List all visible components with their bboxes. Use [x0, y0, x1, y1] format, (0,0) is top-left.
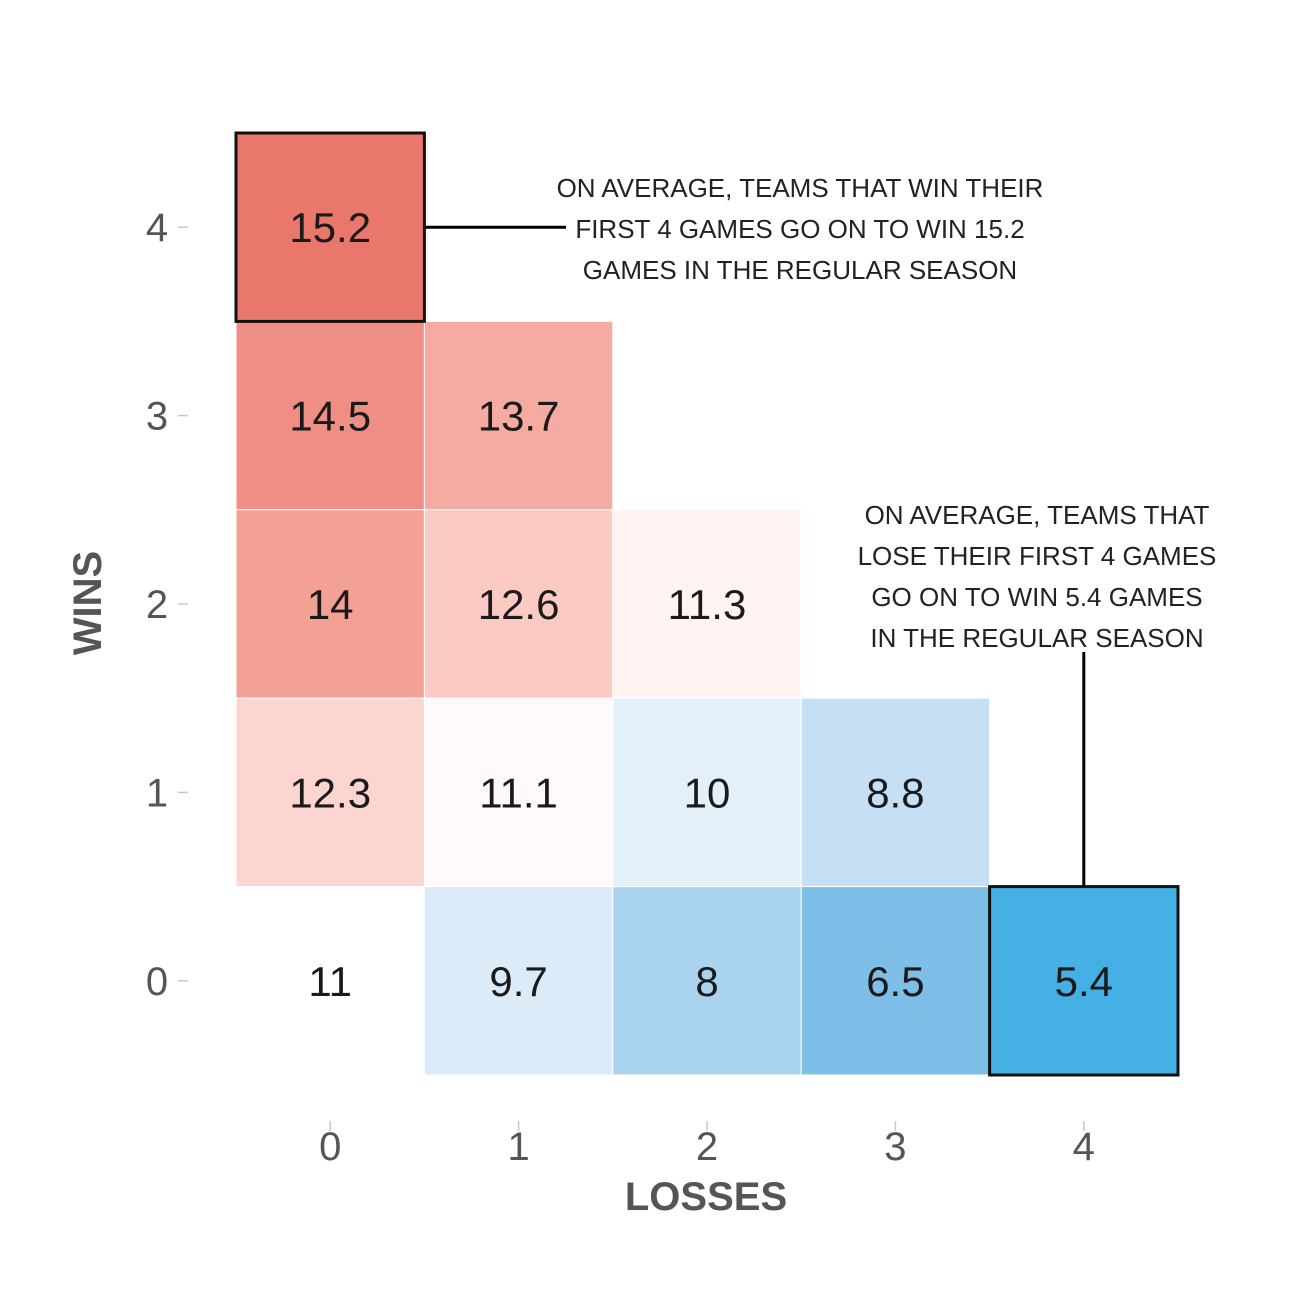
- cell-value-label: 5.4: [1055, 958, 1113, 1005]
- y-tick-label: 4: [146, 206, 168, 250]
- axis-ticks: 0 1 2 3 4 0 1 2 3 4: [146, 206, 1095, 1169]
- annotation-text-line: ON AVERAGE, TEAMS THAT WIN THEIR: [557, 173, 1044, 203]
- cell-value-label: 11.3: [668, 581, 747, 628]
- cell-value-label: 14: [307, 581, 354, 628]
- heatmap-cell: [235, 320, 425, 511]
- x-tick-label: 3: [884, 1125, 906, 1169]
- annotation-text-line: GAMES IN THE REGULAR SEASON: [583, 255, 1017, 285]
- x-tick-label: 1: [507, 1125, 529, 1169]
- heatmap-cell: [800, 697, 991, 888]
- cell-value-label: 8.8: [866, 769, 924, 816]
- cell-value-label: 10: [684, 769, 731, 816]
- heatmap-cell: [235, 509, 425, 699]
- annotations: ON AVERAGE, TEAMS THAT WIN THEIR FIRST 4 …: [424, 173, 1216, 887]
- annotation-text-line: LOSE THEIR FIRST 4 GAMES: [858, 541, 1217, 571]
- annotation-text-line: GO ON TO WIN 5.4 GAMES: [871, 582, 1202, 612]
- heatmap-cell: [612, 886, 802, 1076]
- cell-value-label: 12.6: [478, 581, 560, 628]
- cell-value-label: 8: [695, 958, 718, 1005]
- heatmap-cells: 15.2 14.5 13.7 14 12.6 11.3 12.3 11.1 10 8.8 11 9.7…: [234, 131, 1180, 1077]
- cell-value-label: 12.3: [289, 769, 371, 816]
- cell-value-label: 13.7: [478, 393, 560, 440]
- annotation-text-line: ON AVERAGE, TEAMS THAT: [865, 500, 1210, 530]
- heatmap-cell: [612, 509, 802, 699]
- cell-value-label: 6.5: [866, 958, 924, 1005]
- y-tick-label: 0: [146, 960, 168, 1004]
- heatmap-cell: [423, 886, 614, 1076]
- heatmap-cell: [989, 886, 1179, 1076]
- heatmap-cell: [235, 697, 425, 888]
- cell-value-label: 9.7: [489, 958, 547, 1005]
- annotation-text-line: FIRST 4 GAMES GO ON TO WIN 15.2: [575, 214, 1024, 244]
- x-tick-label: 2: [696, 1125, 718, 1169]
- heatmap-cell: [423, 320, 614, 511]
- x-tick-label: 4: [1073, 1125, 1095, 1169]
- cell-value-label: 11: [308, 958, 352, 1005]
- heatmap-cell: [423, 697, 614, 888]
- cell-value-label: 15.2: [289, 204, 371, 251]
- y-tick-label: 3: [146, 395, 168, 439]
- annotation-text-line: IN THE REGULAR SEASON: [870, 623, 1203, 653]
- y-tick-label: 2: [146, 583, 168, 627]
- heatmap-cell: [235, 132, 425, 322]
- heatmap-cell: [423, 509, 614, 699]
- cell-value-label: 14.5: [289, 393, 371, 440]
- x-axis-title: LOSSES: [625, 1175, 787, 1219]
- y-tick-label: 1: [146, 771, 168, 815]
- x-tick-label: 0: [319, 1125, 341, 1169]
- cell-value-label: 11.1: [479, 769, 558, 816]
- y-axis-title: WINS: [66, 551, 110, 655]
- heatmap-cell: [800, 886, 991, 1076]
